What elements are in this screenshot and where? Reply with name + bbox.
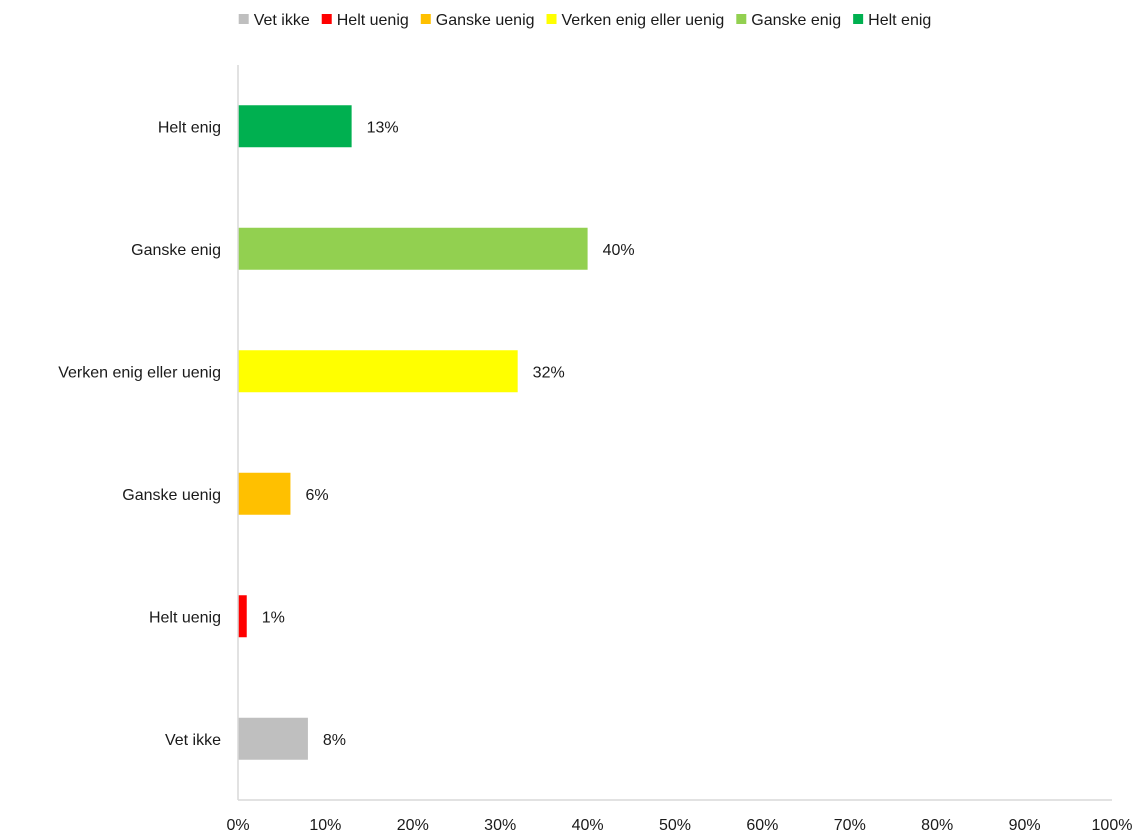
x-tick-label-80: 80% bbox=[921, 817, 953, 834]
legend-label-ganske-uenig: Ganske uenig bbox=[436, 12, 535, 29]
category-label-ganske-enig: Ganske enig bbox=[131, 242, 221, 259]
category-label-vet-ikke: Vet ikke bbox=[165, 732, 221, 749]
data-label-helt-uenig: 1% bbox=[262, 609, 285, 626]
legend-swatch-helt-enig bbox=[853, 14, 864, 24]
axes bbox=[237, 65, 1112, 801]
x-tick-label-0: 0% bbox=[226, 817, 249, 834]
x-tick-label-40: 40% bbox=[572, 817, 604, 834]
data-label-helt-enig: 13% bbox=[367, 119, 399, 136]
legend: Vet ikke Helt uenig Ganske uenig Verken eni… bbox=[238, 12, 931, 29]
category-label-helt-uenig: Helt uenig bbox=[149, 609, 221, 626]
x-tick-label-90: 90% bbox=[1009, 817, 1041, 834]
x-tick-label-20: 20% bbox=[397, 817, 429, 834]
data-label-ganske-enig: 40% bbox=[603, 242, 635, 259]
x-tick-label-10: 10% bbox=[309, 817, 341, 834]
bar-helt-enig bbox=[238, 105, 352, 148]
category-label-verken-enig-eller-uenig: Verken enig eller uenig bbox=[58, 364, 221, 381]
legend-swatch-vet-ikke bbox=[238, 14, 249, 24]
category-label-helt-enig: Helt enig bbox=[158, 119, 221, 136]
data-label-vet-ikke: 8% bbox=[323, 732, 346, 749]
category-label-ganske-uenig: Ganske uenig bbox=[122, 487, 221, 504]
x-tick-label-60: 60% bbox=[746, 817, 778, 834]
labels: Helt enig 13% Ganske enig 40% Verken enig el… bbox=[58, 119, 1132, 834]
bar-ganske-enig bbox=[238, 227, 588, 270]
data-label-verken-enig-eller-uenig: 32% bbox=[533, 364, 565, 381]
legend-swatch-verken-enig-eller-uenig bbox=[546, 14, 557, 24]
x-tick-label-100: 100% bbox=[1092, 817, 1133, 834]
x-tick-label-30: 30% bbox=[484, 817, 516, 834]
legend-swatch-ganske-uenig bbox=[420, 14, 431, 24]
legend-label-vet-ikke: Vet ikke bbox=[254, 12, 310, 29]
x-tick-label-70: 70% bbox=[834, 817, 866, 834]
data-label-ganske-uenig: 6% bbox=[305, 487, 328, 504]
bar-vet-ikke bbox=[238, 717, 308, 760]
legend-label-helt-uenig: Helt uenig bbox=[337, 12, 409, 29]
legend-label-verken-enig-eller-uenig: Verken enig eller uenig bbox=[562, 12, 725, 29]
bars bbox=[238, 105, 588, 760]
legend-swatch-ganske-enig bbox=[736, 14, 747, 24]
bar-ganske-uenig bbox=[238, 472, 291, 515]
legend-label-helt-enig: Helt enig bbox=[868, 12, 931, 29]
bar-verken-enig-eller-uenig bbox=[238, 350, 518, 393]
legend-label-ganske-enig: Ganske enig bbox=[751, 12, 841, 29]
legend-swatch-helt-uenig bbox=[321, 14, 332, 24]
x-tick-label-50: 50% bbox=[659, 817, 691, 834]
bar-helt-uenig bbox=[238, 595, 247, 638]
